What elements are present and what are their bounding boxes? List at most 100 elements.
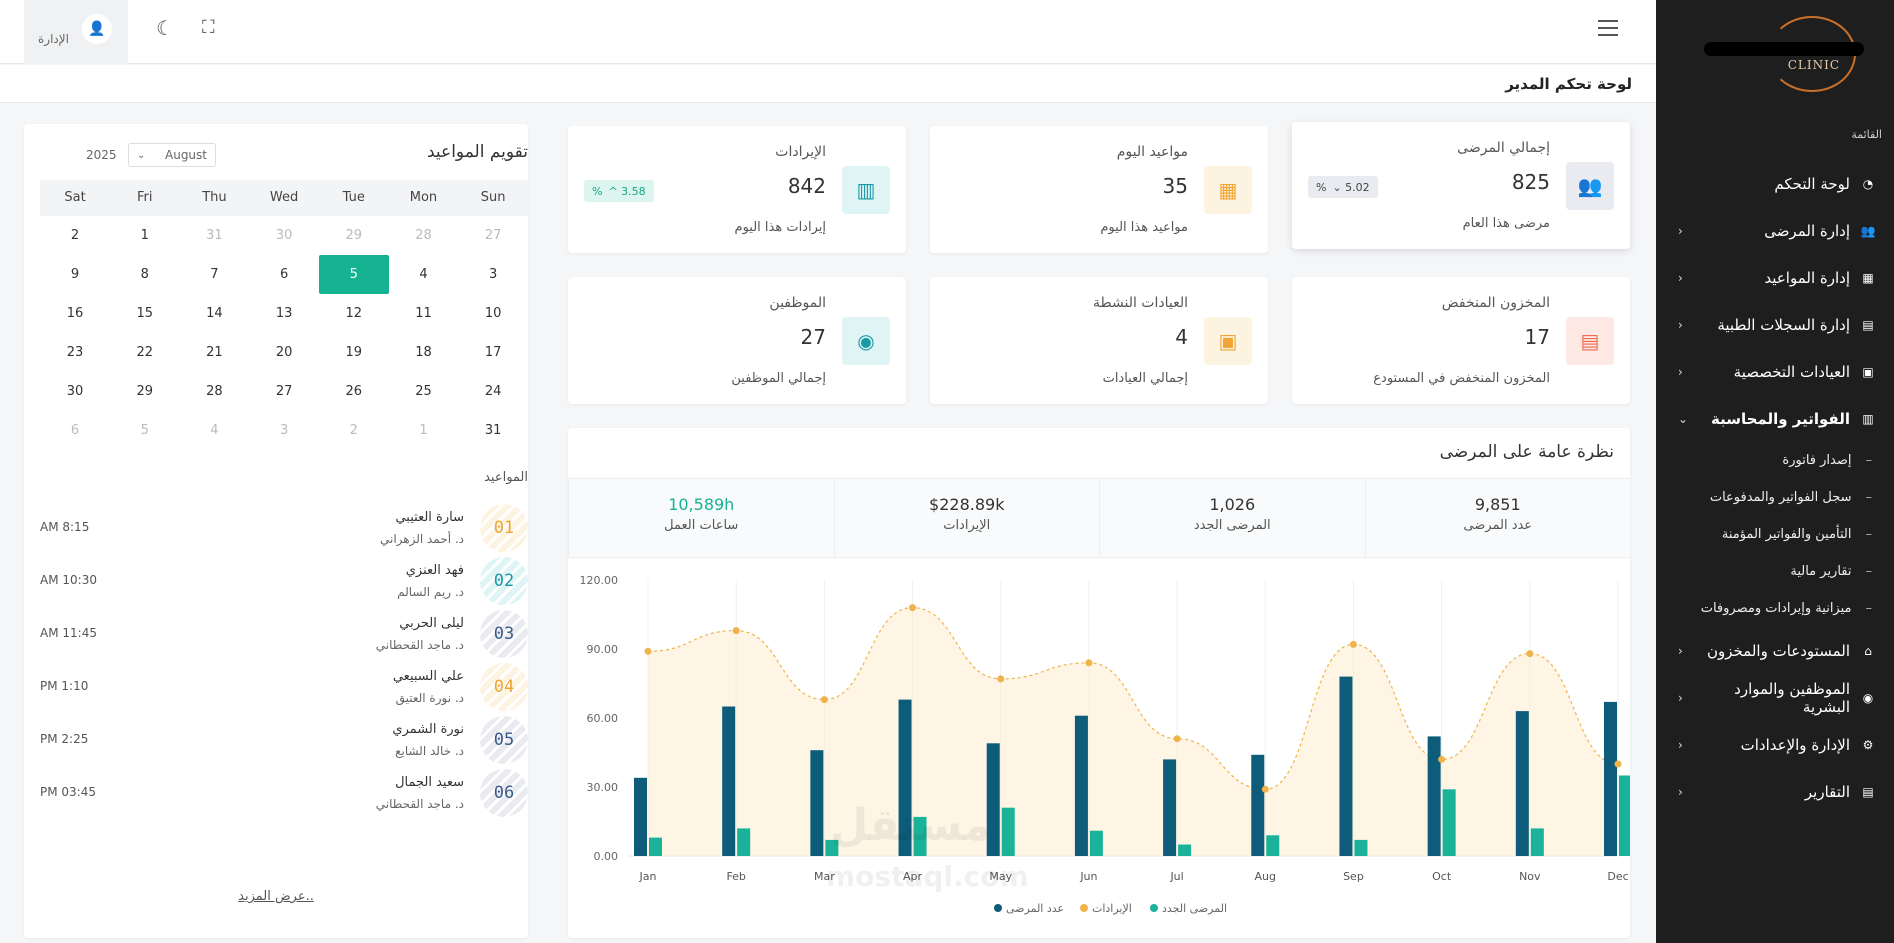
bar-عدد المرضى-Dec[interactable] xyxy=(1604,701,1617,856)
legend-label[interactable]: الإيرادات xyxy=(1092,902,1132,915)
appointment-item[interactable]: 03 ليلى الحربي د. ماجد القحطاني AM 11:45 xyxy=(40,610,528,660)
calendar-day[interactable]: 6 xyxy=(279,267,289,282)
calendar-day[interactable]: 30 xyxy=(66,384,84,399)
calendar-day[interactable]: 1 xyxy=(419,423,428,438)
revenue-point-Jul[interactable] xyxy=(1173,735,1181,743)
revenue-point-Jan[interactable] xyxy=(644,647,652,655)
calendar-day[interactable]: 21 xyxy=(206,345,223,360)
calendar-day[interactable]: 12 xyxy=(345,306,363,321)
sidebar-subitem-2[interactable]: التأمين والفواتير المؤمنة – xyxy=(1656,516,1894,553)
revenue-point-Sep[interactable] xyxy=(1349,640,1357,648)
calendar-day[interactable]: 6 xyxy=(70,423,80,438)
appointment-item[interactable]: 05 نورة الشمري د. خالد الشايع PM 2:25 xyxy=(40,716,528,766)
calendar-day[interactable]: 20 xyxy=(275,345,293,360)
bar-عدد المرضى-Jun[interactable] xyxy=(1074,715,1088,856)
calendar-day[interactable]: 24 xyxy=(484,384,502,399)
calendar-day[interactable]: 14 xyxy=(206,306,223,321)
bar-عدد المرضى-Sep[interactable] xyxy=(1339,676,1353,856)
legend-label[interactable]: المرضى الجدد xyxy=(1162,902,1227,915)
sidebar-item-0[interactable]: ◔ لوحة التحكم xyxy=(1656,160,1894,207)
calendar-day[interactable]: 15 xyxy=(136,306,153,321)
calendar-day[interactable]: 10 xyxy=(484,306,502,321)
calendar-day[interactable]: 3 xyxy=(489,267,498,282)
sidebar-subitem-4[interactable]: ميزانية وإيرادات ومصروفات – xyxy=(1656,590,1894,627)
fullscreen-icon[interactable]: ⛶ xyxy=(202,17,215,38)
calendar-day[interactable]: 1 xyxy=(140,228,149,243)
calendar-day[interactable]: 7 xyxy=(210,267,219,282)
bar-المرضى الجدد-Jul[interactable] xyxy=(1178,844,1192,857)
stat-card-2[interactable]: الإيرادات 842 إيرادات هذا اليوم ▥ % ^ 3.58 xyxy=(568,126,906,253)
calendar-day[interactable]: 4 xyxy=(419,267,428,282)
bar-المرضى الجدد-Apr[interactable] xyxy=(913,816,927,856)
bar-عدد المرضى-Mar[interactable] xyxy=(810,750,824,856)
calendar-day[interactable]: 5 xyxy=(140,423,149,438)
admin-profile[interactable]: 👤 الإدارة xyxy=(24,0,128,64)
bar-عدد المرضى-Nov[interactable] xyxy=(1515,711,1529,856)
stat-card-5[interactable]: الموظفين 27 إجمالي الموظفين ◉ xyxy=(568,277,906,404)
calendar-day[interactable]: 31 xyxy=(484,423,502,438)
month-select[interactable]: ⌄ August xyxy=(128,143,216,167)
revenue-point-Dec[interactable] xyxy=(1614,760,1622,768)
revenue-point-Feb[interactable] xyxy=(732,627,740,635)
revenue-point-Jun[interactable] xyxy=(1085,659,1093,667)
menu-toggle-icon[interactable] xyxy=(1598,20,1618,41)
legend-label[interactable]: عدد المرضى xyxy=(1006,902,1064,915)
sidebar-item-2[interactable]: › ▦ إدارة المواعيد xyxy=(1656,254,1894,301)
bar-المرضى الجدد-Feb[interactable] xyxy=(737,828,751,856)
sidebar-item-9[interactable]: › ▤ التقارير xyxy=(1656,768,1894,815)
calendar-day[interactable]: 17 xyxy=(484,345,502,360)
calendar-day-today[interactable]: 5 xyxy=(318,255,389,294)
stat-card-4[interactable]: العيادات النشطة 4 إجمالي العيادات ▣ xyxy=(930,277,1268,404)
dark-mode-moon-icon[interactable]: ☾ xyxy=(156,16,174,40)
appointment-item[interactable]: 06 سعيد الجمال د. ماجد القحطاني PM 03:45 xyxy=(40,769,528,819)
calendar-day[interactable]: 28 xyxy=(206,384,223,399)
calendar-day[interactable]: 18 xyxy=(415,345,432,360)
sidebar-subitem-1[interactable]: سجل الفواتير والمدفوعات – xyxy=(1656,479,1894,516)
calendar-day[interactable]: 2 xyxy=(349,423,358,438)
view-more-link[interactable]: عرض المزيد.. xyxy=(238,889,314,904)
sidebar-subitem-3[interactable]: تقارير مالية – xyxy=(1656,553,1894,590)
sidebar-item-8[interactable]: › ⚙ الإدارة والإعدادات xyxy=(1656,721,1894,768)
calendar-day[interactable]: 8 xyxy=(140,267,149,282)
calendar-day[interactable]: 25 xyxy=(415,384,432,399)
revenue-point-Mar[interactable] xyxy=(820,696,828,704)
revenue-point-Nov[interactable] xyxy=(1526,650,1534,658)
bar-المرضى الجدد-Dec[interactable] xyxy=(1619,775,1630,857)
year-value[interactable]: 2025 xyxy=(86,148,117,162)
stat-card-0[interactable]: إجمالي المرضى 825 مرضى هذا العام 👥 % ⌄ 5.02 xyxy=(1292,122,1630,249)
bar-المرضى الجدد-Mar[interactable] xyxy=(825,839,839,856)
calendar-day[interactable]: 30 xyxy=(275,228,293,243)
calendar-day[interactable]: 2 xyxy=(70,228,80,243)
calendar-day[interactable]: 29 xyxy=(136,384,153,399)
sidebar-item-6[interactable]: › ⌂ المستودعات والمخزون xyxy=(1656,627,1894,674)
bar-عدد المرضى-Jan[interactable] xyxy=(634,777,647,856)
bar-عدد المرضى-Feb[interactable] xyxy=(722,706,736,857)
bar-عدد المرضى-Apr[interactable] xyxy=(898,699,912,856)
calendar-day[interactable]: 11 xyxy=(415,306,432,321)
bar-عدد المرضى-Oct[interactable] xyxy=(1427,736,1441,856)
avatar[interactable]: 👤 xyxy=(82,14,112,44)
bar-عدد المرضى-May[interactable] xyxy=(986,743,1000,856)
stat-card-1[interactable]: مواعيد اليوم 35 مواعيد هذا اليوم ▦ xyxy=(930,126,1268,253)
calendar-day[interactable]: 28 xyxy=(415,228,432,243)
calendar-day[interactable]: 29 xyxy=(345,228,363,243)
calendar-day[interactable]: 9 xyxy=(70,267,80,282)
sidebar-item-7[interactable]: › ◉ الموظفين والموارد البشرية xyxy=(1656,674,1894,721)
bar-المرضى الجدد-Jun[interactable] xyxy=(1089,830,1103,856)
calendar-day[interactable]: 27 xyxy=(275,384,293,399)
sidebar-item-1[interactable]: › 👥 إدارة المرضى xyxy=(1656,207,1894,254)
calendar-day[interactable]: 26 xyxy=(345,384,363,399)
sidebar-subitem-0[interactable]: إصدار فاتورة – xyxy=(1656,442,1894,479)
appointment-item[interactable]: 01 سارة العتيبي د. أحمد الزهراني AM 8:15 xyxy=(40,504,528,554)
calendar-day[interactable]: 31 xyxy=(206,228,223,243)
bar-عدد المرضى-Aug[interactable] xyxy=(1251,754,1265,856)
revenue-point-May[interactable] xyxy=(997,675,1005,683)
clinic-logo[interactable]: CLINIC xyxy=(1656,0,1894,100)
appointment-item[interactable]: 04 علي السبيعي د. نورة العتيق PM 1:10 xyxy=(40,663,528,713)
calendar-day[interactable]: 3 xyxy=(279,423,289,438)
bar-المرضى الجدد-Nov[interactable] xyxy=(1530,828,1544,856)
revenue-point-Aug[interactable] xyxy=(1261,785,1269,793)
bar-المرضى الجدد-Jan[interactable] xyxy=(649,837,662,856)
sidebar-item-5[interactable]: ⌄ ▥ الفواتير والمحاسبة xyxy=(1656,395,1894,442)
bar-المرضى الجدد-Oct[interactable] xyxy=(1442,789,1456,856)
